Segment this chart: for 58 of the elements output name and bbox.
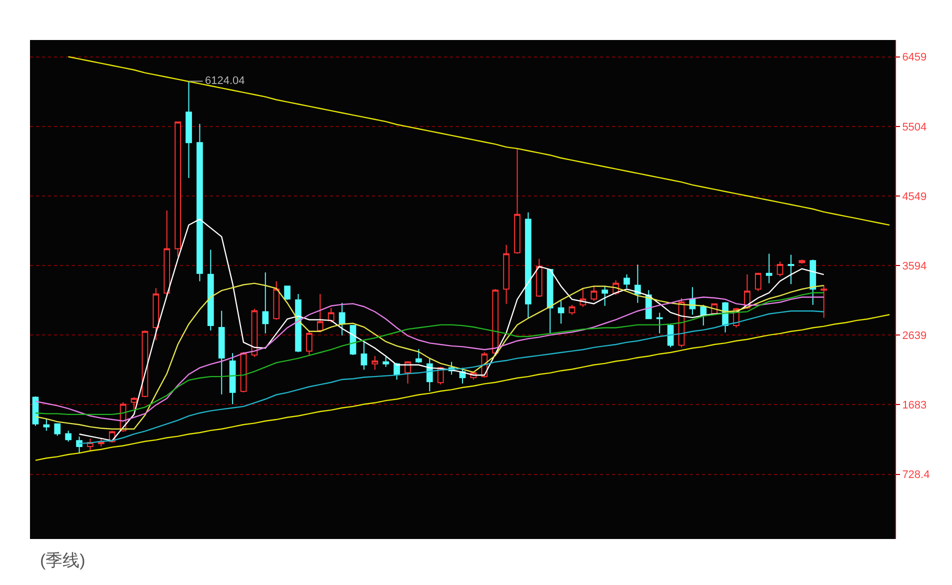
candlestick — [65, 430, 72, 442]
candlestick — [602, 286, 608, 306]
line-series — [34, 314, 890, 461]
y-tick-label: 1683 — [902, 400, 927, 412]
candlestick — [328, 307, 334, 324]
y-tick-label: 3594 — [902, 260, 927, 272]
candlestick — [273, 280, 280, 320]
candlestick — [766, 253, 772, 284]
candlestick — [656, 312, 663, 334]
candlestick — [196, 123, 203, 282]
candlestick — [43, 418, 50, 432]
candlestick — [295, 294, 302, 353]
candlestick — [776, 261, 784, 277]
candlestick — [174, 121, 181, 258]
candlestick — [788, 254, 794, 285]
y-tick-label: 5504 — [902, 121, 927, 134]
candlestick — [360, 342, 368, 370]
y-tick-label: 2639 — [902, 330, 927, 342]
candlestick — [820, 284, 828, 318]
candlestick — [404, 361, 411, 384]
candlestick — [536, 258, 542, 298]
candlestick — [382, 356, 390, 368]
candlestick — [152, 288, 160, 341]
candlestick — [700, 304, 707, 326]
annotation: 6124.04 — [205, 75, 245, 87]
y-tick-label: 4549 — [902, 190, 927, 203]
candlestick — [218, 310, 225, 395]
text: (季线) — [40, 551, 86, 570]
y-tick-label: 6459 — [902, 52, 927, 64]
candlestick — [624, 274, 630, 289]
candlestick — [229, 352, 236, 405]
candlestick — [207, 249, 214, 331]
candlestick — [338, 302, 346, 336]
candlestick — [525, 212, 532, 320]
candlestick — [164, 210, 170, 296]
line-series — [78, 310, 824, 444]
y-tick-label: 728.4 — [902, 469, 930, 482]
candlestick — [416, 348, 422, 364]
candlestick — [634, 264, 641, 304]
candlestick — [810, 259, 816, 306]
line-series — [68, 56, 890, 226]
line-series — [78, 218, 824, 442]
candlestick — [316, 294, 324, 333]
candlestick — [284, 286, 290, 300]
candlestick — [54, 423, 61, 436]
candlestick — [76, 436, 82, 454]
candlestick — [503, 244, 510, 304]
candlestick — [546, 268, 554, 334]
candlestick — [186, 80, 192, 178]
candlestick — [306, 330, 312, 356]
candlestick — [514, 148, 520, 254]
candlestick — [558, 300, 564, 324]
candlestick — [754, 272, 762, 292]
candlestick — [590, 286, 598, 302]
candlestick — [130, 396, 138, 410]
candlestick — [372, 356, 378, 370]
candlestick — [492, 288, 499, 356]
candlestick — [262, 272, 269, 334]
